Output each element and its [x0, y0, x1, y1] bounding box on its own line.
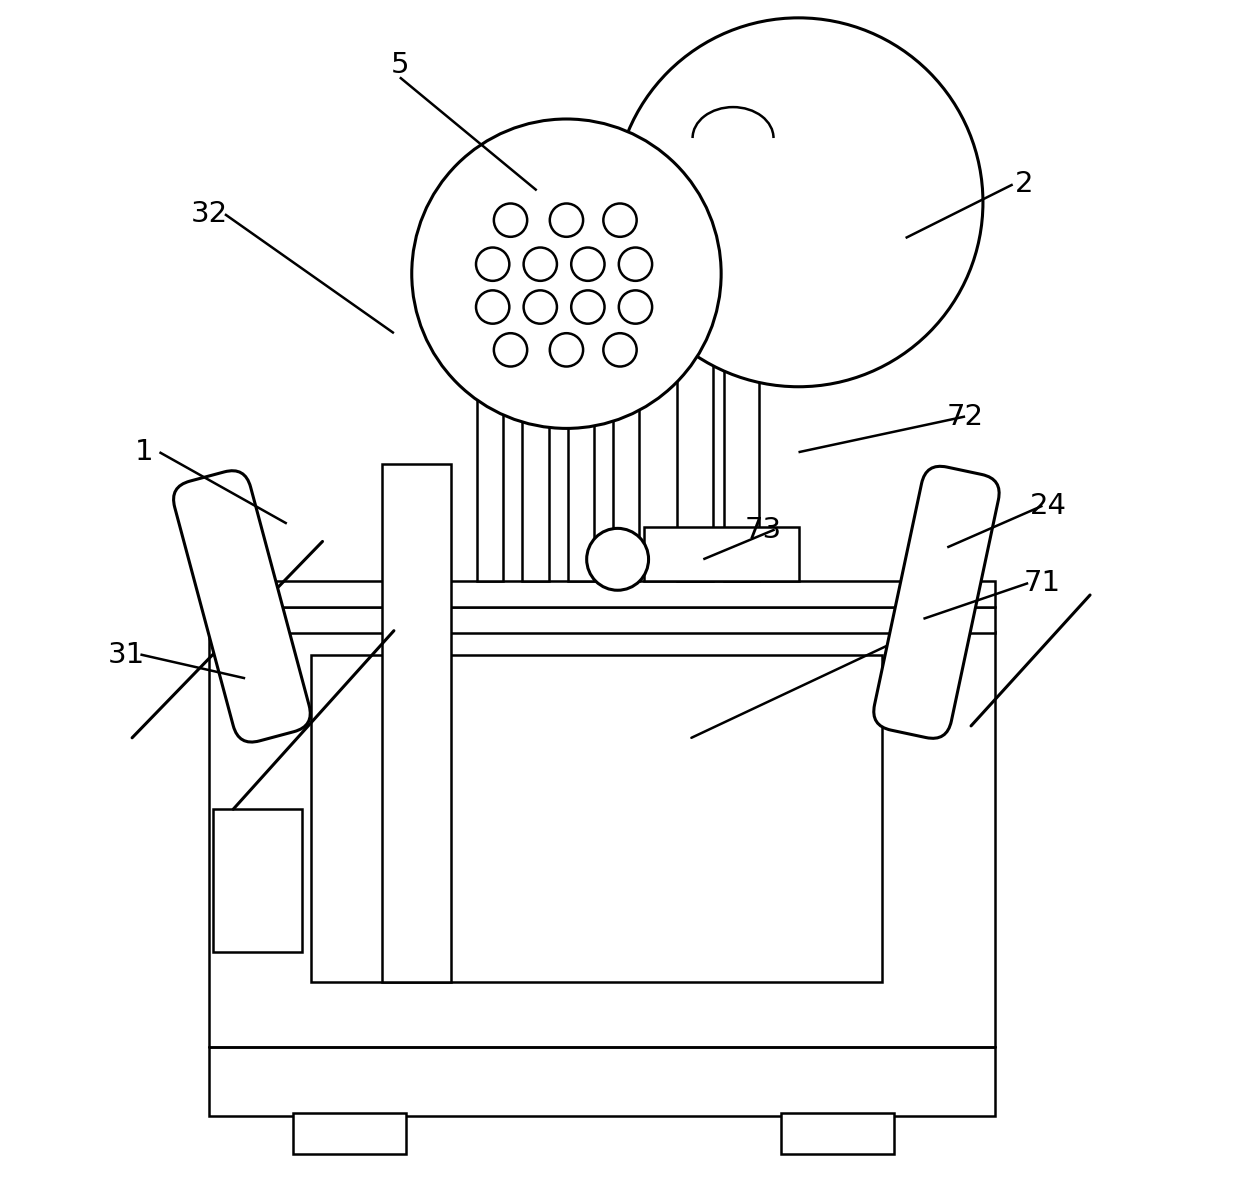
- Circle shape: [476, 248, 510, 281]
- Bar: [644, 527, 799, 581]
- Text: 72: 72: [946, 402, 983, 431]
- Circle shape: [549, 203, 583, 237]
- Bar: [568, 274, 594, 581]
- Bar: [656, 138, 811, 164]
- Text: 71: 71: [1024, 569, 1061, 597]
- Text: 5: 5: [391, 51, 409, 80]
- Bar: [613, 274, 639, 581]
- Circle shape: [494, 203, 527, 237]
- Circle shape: [614, 18, 983, 387]
- Bar: [382, 464, 451, 982]
- Circle shape: [604, 333, 636, 367]
- Text: 1: 1: [135, 438, 154, 466]
- Circle shape: [412, 119, 722, 428]
- Bar: [210, 1047, 994, 1116]
- FancyBboxPatch shape: [174, 471, 310, 743]
- Bar: [210, 581, 994, 607]
- Circle shape: [549, 333, 583, 367]
- Bar: [210, 607, 994, 633]
- Bar: [656, 299, 796, 339]
- Text: 24: 24: [1030, 491, 1066, 520]
- Circle shape: [523, 248, 557, 281]
- Bar: [293, 1113, 405, 1154]
- Text: 2: 2: [1016, 170, 1034, 199]
- Bar: [723, 274, 759, 581]
- Bar: [670, 161, 799, 262]
- Bar: [477, 274, 503, 581]
- Bar: [677, 274, 713, 581]
- Circle shape: [587, 528, 649, 590]
- Text: 32: 32: [191, 200, 228, 228]
- Text: 31: 31: [108, 640, 145, 669]
- Circle shape: [572, 248, 605, 281]
- Bar: [213, 809, 303, 952]
- Bar: [641, 256, 817, 303]
- Circle shape: [523, 290, 557, 324]
- Circle shape: [604, 203, 636, 237]
- Bar: [310, 654, 882, 982]
- Circle shape: [572, 290, 605, 324]
- Bar: [522, 274, 548, 581]
- Circle shape: [476, 290, 510, 324]
- Text: 73: 73: [744, 515, 781, 544]
- Bar: [781, 1113, 894, 1154]
- Circle shape: [619, 290, 652, 324]
- FancyBboxPatch shape: [874, 466, 999, 738]
- Circle shape: [619, 248, 652, 281]
- Circle shape: [494, 333, 527, 367]
